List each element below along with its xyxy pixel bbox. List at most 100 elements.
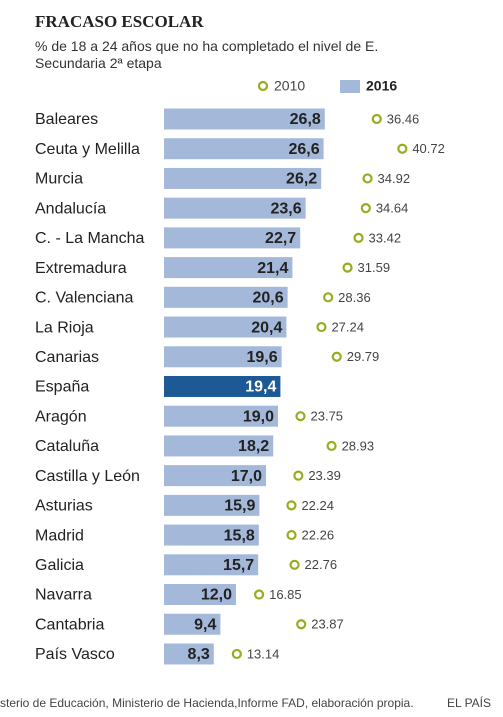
legend-marker <box>257 80 269 92</box>
value-label: 15,9 <box>224 498 255 515</box>
bar <box>164 375 281 397</box>
category-label: Navarra <box>35 587 92 604</box>
dot <box>371 113 382 125</box>
legend-label: 2016 <box>366 78 397 94</box>
dot <box>331 351 342 362</box>
category-label: Baleares <box>35 111 98 128</box>
dot <box>295 411 306 422</box>
bar <box>164 494 260 516</box>
value-label: 19,6 <box>246 349 277 366</box>
dot-label: 22.26 <box>302 528 335 543</box>
dot <box>254 589 265 600</box>
legend-label: 2010 <box>274 78 305 94</box>
category-label: Cataluña <box>35 438 99 455</box>
bar <box>164 167 322 189</box>
bar <box>164 227 301 249</box>
bar <box>164 435 274 457</box>
bar <box>164 197 306 219</box>
chart-title: FRACASO ESCOLAR <box>35 12 204 31</box>
dot-label: 28.36 <box>338 290 371 305</box>
dot <box>293 470 304 481</box>
dot <box>362 173 373 184</box>
dot <box>231 648 242 660</box>
bar <box>164 405 278 427</box>
category-label: Cantabria <box>35 616 104 633</box>
bar <box>164 316 287 338</box>
value-label: 9,4 <box>194 616 216 633</box>
dot-label: 40.72 <box>412 141 445 156</box>
dot <box>353 232 364 243</box>
dot-label: 23.87 <box>311 617 344 632</box>
dot <box>296 619 307 630</box>
dot <box>286 500 297 511</box>
value-label: 23,6 <box>270 200 301 217</box>
dot-label: 23.39 <box>308 468 341 483</box>
dot <box>326 440 337 452</box>
value-label: 17,0 <box>231 468 262 485</box>
bar <box>164 257 293 279</box>
dot <box>289 559 300 570</box>
category-label: España <box>35 379 89 396</box>
category-label: Aragón <box>35 408 87 425</box>
bar <box>164 643 214 665</box>
credit: EL PAÍS <box>447 695 491 710</box>
bar <box>164 138 324 160</box>
bar <box>164 524 259 546</box>
dot-label: 29.79 <box>347 349 380 364</box>
category-label: La Rioja <box>35 319 94 336</box>
dot-label: 22.76 <box>305 557 338 572</box>
dot-label: 13.14 <box>247 646 280 661</box>
dot-label: 36.46 <box>387 111 420 126</box>
dot <box>323 292 334 303</box>
dot <box>342 262 353 273</box>
value-label: 21,4 <box>257 260 288 277</box>
category-label: C. - La Mancha <box>35 230 144 247</box>
chart-subtitle: % de 18 a 24 años que no ha completado e… <box>35 38 379 71</box>
value-label: 12,0 <box>201 587 232 604</box>
dot-label: 27.24 <box>331 319 364 334</box>
dot-label: 34.92 <box>378 171 411 186</box>
category-label: Galicia <box>35 557 84 574</box>
dot <box>360 203 371 214</box>
bar <box>164 613 221 635</box>
dot-label: 22.24 <box>301 498 334 513</box>
legend-marker <box>340 80 360 93</box>
value-label: 26,2 <box>286 171 317 188</box>
category-label: Madrid <box>35 527 84 544</box>
category-label: Extremadura <box>35 260 127 277</box>
bar <box>164 554 259 576</box>
bar <box>164 465 266 487</box>
dot <box>286 529 297 541</box>
value-label: 26,6 <box>288 141 319 158</box>
bar <box>164 584 236 606</box>
category-label: Andalucía <box>35 200 106 217</box>
bar <box>164 346 282 368</box>
source: sterio de Educación, Ministerio de Hacie… <box>0 696 414 710</box>
bar <box>164 108 325 130</box>
category-label: Castilla y León <box>35 468 140 485</box>
dot-label: 16.85 <box>269 587 302 602</box>
value-label: 22,7 <box>265 230 296 247</box>
category-label: C. Valenciana <box>35 290 134 307</box>
category-label: Ceuta y Melilla <box>35 141 140 158</box>
dot <box>397 143 408 154</box>
dot-label: 23.75 <box>311 409 344 424</box>
dot-label: 31.59 <box>358 260 391 275</box>
category-label: País Vasco <box>35 646 115 663</box>
value-label: 19,4 <box>245 379 276 396</box>
value-label: 26,8 <box>290 111 321 128</box>
value-label: 15,8 <box>224 527 255 544</box>
value-label: 19,0 <box>243 408 274 425</box>
value-label: 18,2 <box>238 438 269 455</box>
bar <box>164 286 288 308</box>
value-label: 20,4 <box>251 319 282 336</box>
category-label: Murcia <box>35 171 83 188</box>
dot-label: 28.93 <box>342 438 375 453</box>
dot-label: 33.42 <box>369 230 402 245</box>
value-label: 15,7 <box>223 557 254 574</box>
dot <box>316 321 327 333</box>
category-label: Asturias <box>35 498 93 515</box>
value-label: 20,6 <box>252 290 283 307</box>
